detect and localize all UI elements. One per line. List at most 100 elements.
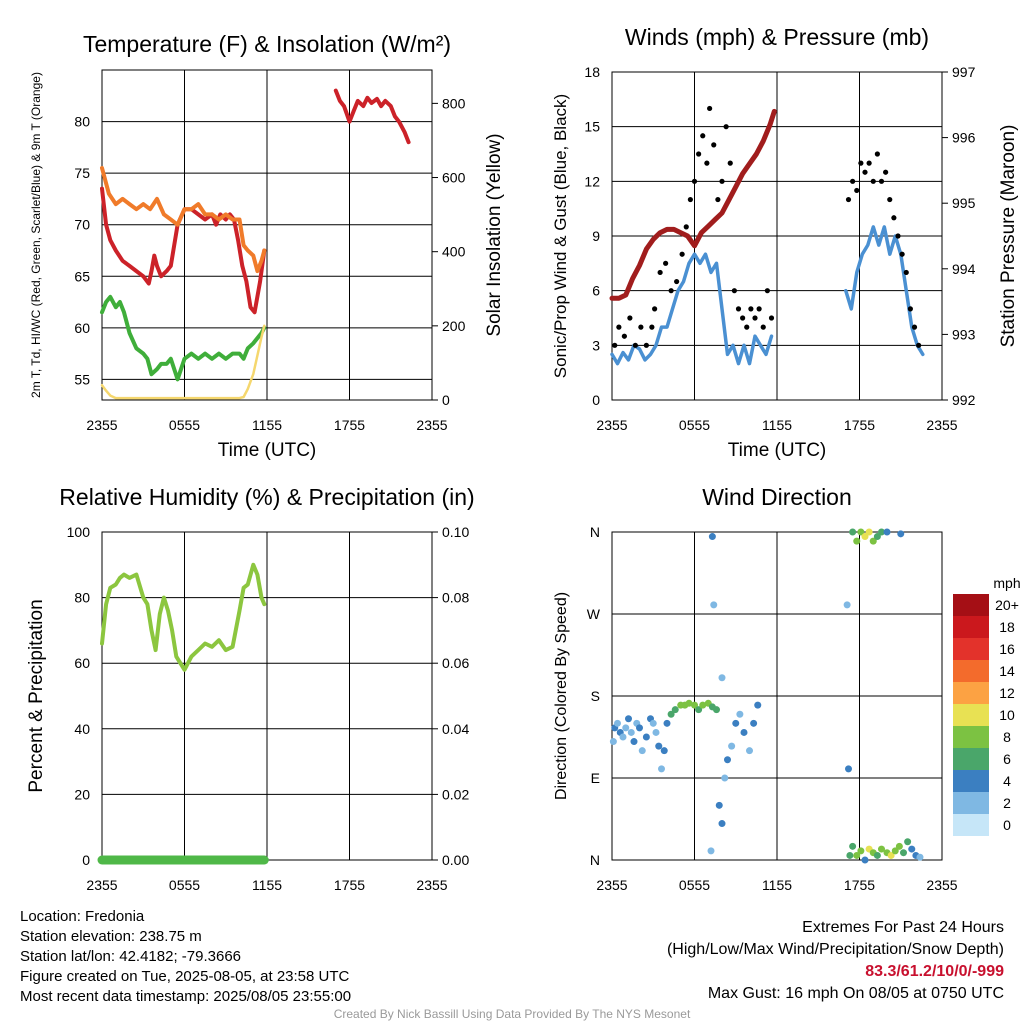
extremes-title: Extremes For Past 24 Hours <box>802 919 1004 936</box>
gust-point <box>895 233 901 239</box>
colorbar-label: 0 <box>1003 817 1011 833</box>
direction-point <box>887 851 895 859</box>
direction-point <box>619 733 627 741</box>
chart-wind: 2355 0555 1155 1755 2355 0 3 6 9 12 15 18 992 993 994 9… <box>551 24 1019 461</box>
gust-point <box>719 178 725 184</box>
direction-point <box>663 719 671 727</box>
x-tick-label: 1755 <box>334 417 365 433</box>
gust-point <box>874 151 880 157</box>
y-tick-label: 60 <box>74 320 90 336</box>
y-tick-label: 9 <box>592 228 600 244</box>
colorbar-swatch <box>953 638 989 660</box>
y-right-axis-label: Solar Insolation (Yellow) <box>484 133 505 336</box>
y-tick-label: 15 <box>584 119 600 135</box>
gust-point <box>740 315 746 321</box>
y-tick-label: N <box>590 852 600 868</box>
series-line <box>100 562 267 672</box>
gust-point <box>674 278 680 285</box>
series-line <box>100 294 267 382</box>
extremes-subtitle: (High/Low/Max Wind/Precipitation/Snow De… <box>666 941 1004 958</box>
gust-point <box>850 178 856 184</box>
y-tick-label: N <box>590 524 600 540</box>
y-right-tick-label: 600 <box>442 170 466 186</box>
x-tick-label: 0555 <box>679 417 710 433</box>
colorbar-label: 10 <box>999 707 1015 723</box>
direction-point <box>846 851 854 859</box>
direction-point <box>873 533 881 541</box>
gust-point <box>679 251 685 257</box>
y-tick-label: 75 <box>74 165 90 181</box>
gust-point <box>870 178 876 184</box>
gust-point <box>715 196 721 203</box>
gust-point <box>649 324 655 330</box>
colorbar-label: 6 <box>1003 751 1011 767</box>
plot-frame <box>611 71 943 401</box>
direction-point <box>861 533 869 541</box>
direction-point <box>652 728 660 736</box>
gust-point <box>916 342 922 348</box>
direction-point <box>754 701 762 709</box>
direction-point <box>746 747 753 755</box>
gust-point <box>858 160 864 166</box>
gust-point <box>723 124 729 130</box>
direction-point <box>853 851 861 859</box>
y-right-tick-label: 997 <box>952 64 976 80</box>
y-tick-label: E <box>591 770 600 786</box>
y-right-axis-label: Station Pressure (Maroon) <box>998 125 1019 348</box>
gust-point <box>616 324 622 330</box>
gust-point <box>657 269 663 276</box>
series-line <box>100 166 267 274</box>
gust-point <box>652 306 658 312</box>
y-right-tick-label: 0.08 <box>442 590 469 606</box>
colorbar-swatch <box>953 682 989 704</box>
y-right-tick-label: 994 <box>952 261 976 277</box>
y-right-tick-label: 0 <box>442 392 450 408</box>
x-tick-label: 2355 <box>926 417 957 433</box>
gust-point <box>668 288 674 294</box>
x-axis-label: Time (UTC) <box>218 440 317 461</box>
direction-point <box>878 528 885 536</box>
direction-point <box>667 710 675 718</box>
y-tick-label: 18 <box>584 64 600 80</box>
direction-point <box>614 719 621 727</box>
y-right-tick-label: 996 <box>952 130 976 146</box>
x-tick-label: 2355 <box>926 877 957 893</box>
direction-point <box>724 756 731 764</box>
direction-point <box>707 847 715 855</box>
chart-title: Temperature (F) & Insolation (W/m²) <box>83 31 451 57</box>
y-tick-label: W <box>587 606 601 622</box>
y-tick-label: 12 <box>584 173 600 189</box>
y-axis-label: 2m T, Td, HI/WC (Red, Green, Scarlet/Blu… <box>29 72 43 398</box>
y-right-tick-label: 400 <box>442 244 466 260</box>
y-tick-label: 70 <box>74 217 90 233</box>
direction-point <box>908 845 916 853</box>
direction-point <box>869 537 877 545</box>
direction-point <box>900 849 907 857</box>
series-line <box>609 108 777 301</box>
gust-point <box>907 306 913 312</box>
y-tick-label: 80 <box>74 590 90 606</box>
colorbar-label: 14 <box>999 663 1015 679</box>
direction-point <box>715 801 723 809</box>
y-tick-label: 0 <box>592 392 600 408</box>
gust-point <box>887 196 893 203</box>
gust-point <box>845 196 852 203</box>
x-tick-label: 2355 <box>416 877 447 893</box>
colorbar-label: 2 <box>1003 795 1011 811</box>
gust-point <box>854 187 860 194</box>
colorbar-label: 8 <box>1003 729 1011 745</box>
colorbar-swatch <box>953 726 989 748</box>
direction-point <box>721 774 729 782</box>
y-right-tick-label: 992 <box>952 392 976 408</box>
direction-point <box>728 742 736 750</box>
direction-point <box>660 747 668 755</box>
direction-point <box>878 845 885 853</box>
y-tick-label: 80 <box>74 114 90 130</box>
colorbar-label: 16 <box>999 641 1015 657</box>
x-tick-label: 0555 <box>679 877 710 893</box>
series-line <box>100 324 266 400</box>
x-tick-label: 0555 <box>169 417 200 433</box>
y-tick-label: 100 <box>67 524 91 540</box>
colorbar-swatch <box>953 814 989 836</box>
direction-point <box>699 701 707 709</box>
